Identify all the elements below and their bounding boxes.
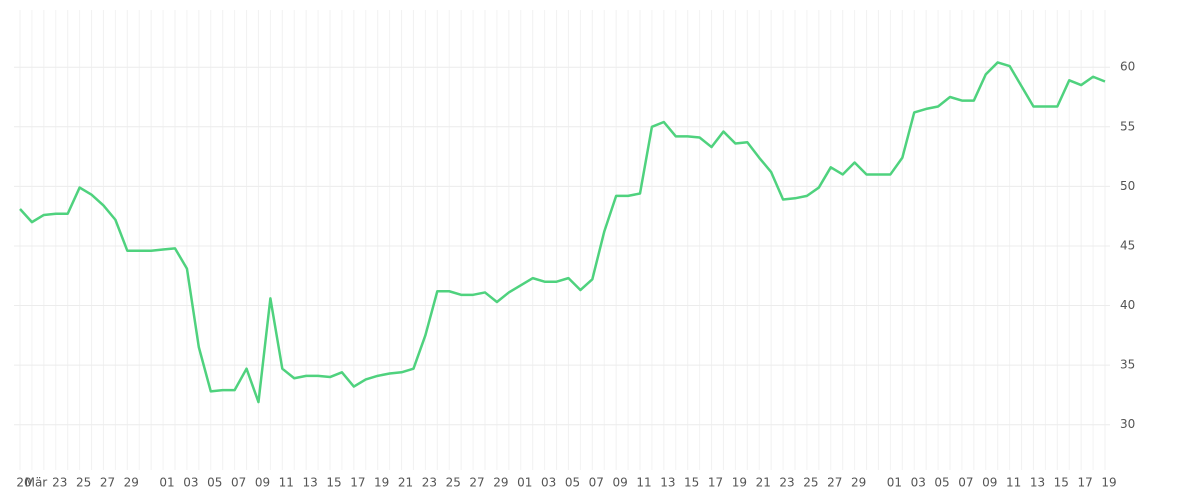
x-tick-label: 29: [124, 476, 139, 490]
x-tick-label: Mär: [25, 476, 48, 490]
x-tick-label: 01: [887, 476, 902, 490]
x-tick-label: 21: [398, 476, 413, 490]
y-tick-label: 50: [1120, 179, 1135, 193]
y-tick-label: 40: [1120, 298, 1135, 312]
x-tick-label: 07: [231, 476, 246, 490]
x-tick-label: 11: [279, 476, 294, 490]
x-tick-label: 09: [982, 476, 997, 490]
x-tick-label: 29: [851, 476, 866, 490]
x-tick-label: 15: [1054, 476, 1069, 490]
x-tick-label: 15: [326, 476, 341, 490]
y-tick-label: 45: [1120, 238, 1135, 252]
x-tick-label: 13: [303, 476, 318, 490]
x-tick-label: 27: [827, 476, 842, 490]
x-tick-label: 05: [565, 476, 580, 490]
y-tick-label: 30: [1120, 417, 1135, 431]
y-tick-label: 60: [1120, 60, 1135, 74]
y-tick-label: 55: [1120, 119, 1135, 133]
x-tick-label: 27: [100, 476, 115, 490]
x-tick-label: 19: [1101, 476, 1116, 490]
x-tick-label: 23: [779, 476, 794, 490]
x-tick-label: 17: [350, 476, 365, 490]
x-tick-label: 27: [469, 476, 484, 490]
x-tick-label: 05: [934, 476, 949, 490]
x-tick-label: 11: [1006, 476, 1021, 490]
x-tick-label: 17: [708, 476, 723, 490]
x-tick-label: 13: [1030, 476, 1045, 490]
x-tick-label: 25: [803, 476, 818, 490]
x-tick-label: 03: [911, 476, 926, 490]
x-tick-label: 09: [255, 476, 270, 490]
x-tick-label: 01: [159, 476, 174, 490]
x-tick-label: 21: [756, 476, 771, 490]
x-tick-label: 13: [660, 476, 675, 490]
line: [19, 61, 1106, 404]
x-tick-label: 15: [684, 476, 699, 490]
x-tick-label: 07: [589, 476, 604, 490]
x-tick-label: 03: [183, 476, 198, 490]
y-tick-label: 35: [1120, 358, 1135, 372]
x-tick-label: 09: [613, 476, 628, 490]
x-tick-label: 11: [636, 476, 651, 490]
x-tick-label: 17: [1078, 476, 1093, 490]
x-tick-label: 05: [207, 476, 222, 490]
x-tick-label: 29: [493, 476, 508, 490]
x-tick-label: 23: [52, 476, 67, 490]
x-tick-label: 25: [446, 476, 461, 490]
x-tick-label: 20: [16, 476, 31, 490]
x-tick-label: 19: [374, 476, 389, 490]
x-tick-label: 01: [517, 476, 532, 490]
x-tick-label: 19: [732, 476, 747, 490]
x-tick-label: 07: [958, 476, 973, 490]
x-tick-label: 25: [76, 476, 91, 490]
x-tick-label: 03: [541, 476, 556, 490]
x-tick-label: 23: [422, 476, 437, 490]
